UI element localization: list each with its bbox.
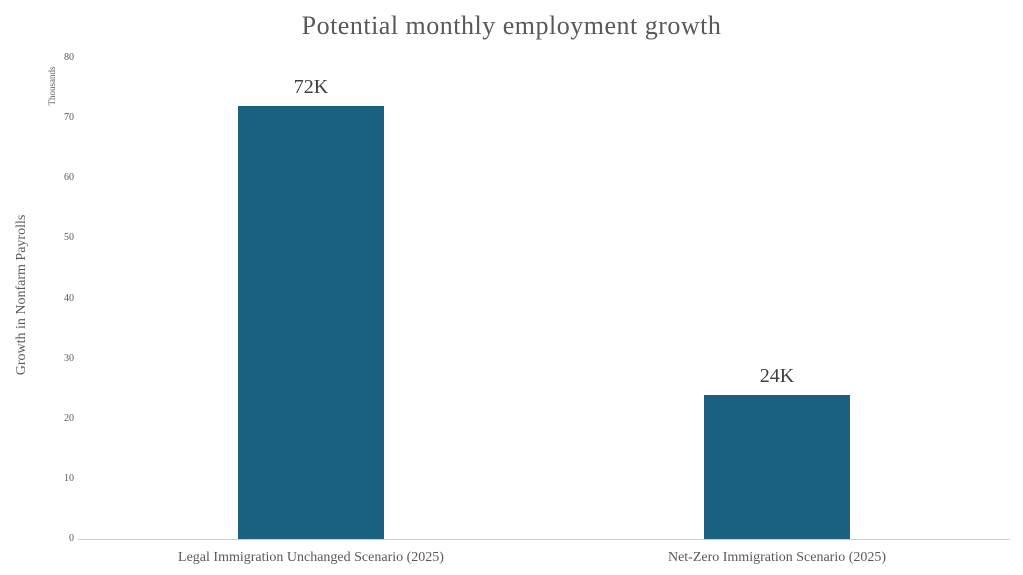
bar xyxy=(704,395,850,539)
bar xyxy=(238,106,384,539)
x-category-label: Net-Zero Immigration Scenario (2025) xyxy=(667,550,887,565)
x-category-label: Legal Immigration Unchanged Scenario (20… xyxy=(178,550,444,565)
chart-title: Potential monthly employment growth xyxy=(301,11,722,40)
y-tick-label: 70 xyxy=(64,112,74,124)
y-tick-label: 30 xyxy=(64,352,74,364)
y-tick-label: 40 xyxy=(64,292,74,304)
bar-data-label: 72K xyxy=(293,76,329,98)
bar-data-label: 24K xyxy=(759,365,795,387)
y-tick-label: 10 xyxy=(64,472,74,484)
x-axis-line xyxy=(78,539,1010,540)
y-tick-label: 60 xyxy=(64,172,74,184)
y-tick-label: 80 xyxy=(64,52,74,63)
y-tick-label: 20 xyxy=(64,412,74,424)
y-tick-label: 0 xyxy=(69,533,74,544)
y-tick-label: 50 xyxy=(64,232,74,244)
y-axis-units-text: Thousands xyxy=(47,66,57,106)
